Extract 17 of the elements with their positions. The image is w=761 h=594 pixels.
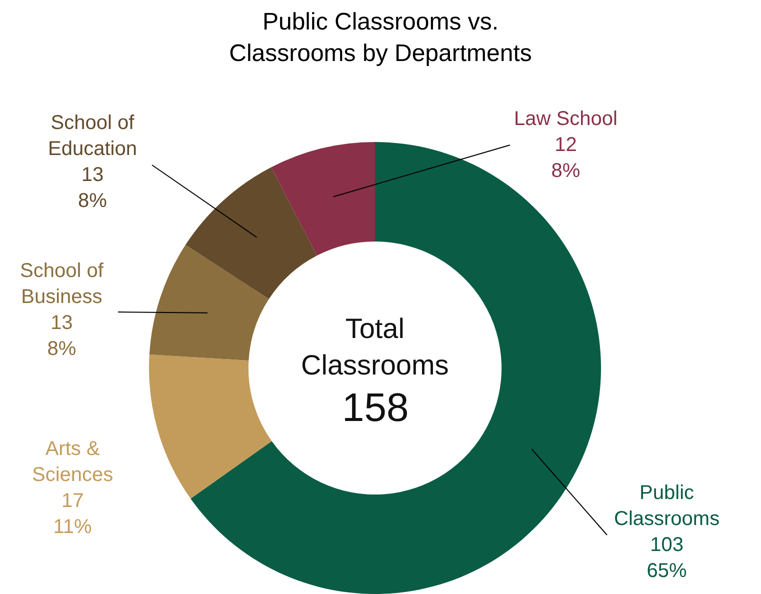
donut-slice xyxy=(186,167,317,299)
donut-slice xyxy=(149,244,269,360)
text: 158 xyxy=(342,386,409,430)
slice-label: School of Business xyxy=(20,260,104,308)
text: Total Classrooms xyxy=(301,313,449,380)
data-label: 13 8% xyxy=(47,312,76,360)
data-label: 12 8% xyxy=(551,134,580,182)
chart-title: Public Classrooms vs. Classrooms by Departments xyxy=(229,8,532,67)
data-label: 13 8% xyxy=(78,164,108,212)
data-label: 103 65% xyxy=(646,534,688,582)
slice-label: School of Education xyxy=(48,112,137,160)
donut-slice xyxy=(271,142,375,256)
slice-label: Arts & Sciences xyxy=(32,438,114,486)
donut-slice xyxy=(149,354,272,499)
slice-label: Law School xyxy=(514,108,618,130)
slice-label: Public Classrooms xyxy=(614,482,720,530)
data-label: 17 11% xyxy=(53,490,92,538)
